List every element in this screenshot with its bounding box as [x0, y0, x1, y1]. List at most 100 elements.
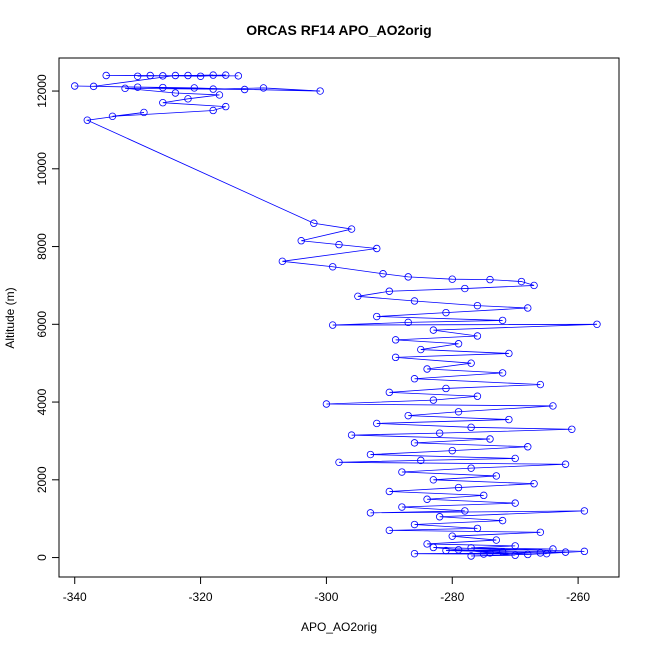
data-point: [467, 544, 475, 552]
data-point: [398, 468, 406, 476]
data-point: [140, 108, 148, 117]
plot-area: [71, 71, 601, 560]
data-point: [335, 458, 343, 467]
data-point: [398, 503, 406, 511]
data-point: [391, 353, 400, 362]
x-tick-label: -340: [63, 590, 87, 604]
data-point: [310, 219, 318, 227]
data-point: [498, 548, 507, 556]
x-tick-label: -300: [314, 590, 338, 604]
y-tick-label: 6000: [35, 311, 49, 338]
data-point: [454, 408, 463, 416]
data-point: [505, 415, 513, 424]
data-point: [316, 87, 324, 95]
data-point: [530, 480, 538, 488]
x-tick-label: -320: [189, 590, 213, 604]
data-point: [473, 301, 482, 310]
data-point: [190, 84, 198, 92]
data-point: [222, 102, 230, 111]
data-point: [467, 552, 475, 560]
y-tick-label: 4000: [35, 388, 49, 415]
data-point: [410, 520, 419, 529]
x-tick-label: -280: [440, 590, 464, 604]
y-axis-label: Altitude (m): [3, 287, 17, 348]
data-point: [435, 513, 444, 521]
x-axis: -340 -320 -300 -280 -260: [63, 576, 590, 604]
data-point: [454, 483, 463, 492]
data-point: [486, 435, 494, 443]
data-point: [259, 84, 268, 92]
data-point: [448, 532, 456, 540]
data-point: [102, 71, 110, 80]
data-point: [442, 384, 450, 393]
data-point: [442, 546, 450, 555]
x-axis-label: APO_AO2orig: [301, 620, 377, 634]
data-point: [404, 411, 412, 420]
data-point: [429, 543, 438, 552]
y-tick-label: 0: [35, 554, 49, 561]
data-point: [366, 450, 375, 459]
data-point: [486, 549, 494, 557]
data-point: [593, 320, 601, 328]
data-point: [209, 71, 217, 79]
data-point: [329, 263, 337, 271]
data-point: [498, 369, 507, 377]
data-point: [511, 542, 519, 550]
data-point: [423, 495, 431, 503]
data-point: [467, 464, 475, 472]
data-point: [467, 359, 475, 367]
data-point: [473, 332, 482, 340]
data-point: [184, 95, 192, 103]
data-point: [473, 524, 482, 533]
y-tick-label: 8000: [35, 233, 49, 260]
data-point: [410, 549, 419, 558]
data-point: [429, 326, 438, 334]
data-point: [297, 237, 305, 245]
data-point: [461, 507, 469, 515]
data-point: [454, 340, 463, 348]
data-point: [429, 476, 438, 484]
data-point: [159, 72, 167, 80]
y-tick-label: 10000: [35, 152, 49, 186]
data-point: [511, 551, 519, 559]
data-point: [121, 84, 129, 93]
data-point: [89, 82, 98, 91]
data-point: [530, 281, 538, 290]
y-axis: 0 2000 4000 6000 8000 10000 12000: [35, 74, 60, 561]
data-point: [536, 528, 545, 536]
data-point: [536, 380, 545, 389]
data-point: [467, 423, 475, 432]
series-line: [74, 74, 597, 557]
data-point: [568, 425, 576, 433]
data-point: [171, 71, 180, 80]
data-point: [498, 516, 507, 525]
x-tick-label: -260: [566, 590, 590, 604]
data-point: [448, 446, 456, 455]
data-point: [486, 275, 494, 284]
data-point: [240, 85, 249, 94]
data-point: [423, 365, 431, 373]
data-point: [448, 275, 456, 283]
data-point: [366, 509, 375, 517]
data-point: [234, 72, 243, 80]
data-point: [442, 308, 450, 317]
data-point: [417, 456, 425, 465]
data-point: [209, 106, 217, 115]
data-point: [222, 71, 230, 79]
data-point: [83, 116, 92, 124]
data-point: [385, 287, 394, 295]
data-point: [215, 91, 224, 99]
data-point: [511, 454, 519, 463]
data-point: [385, 487, 394, 496]
data-point: [410, 297, 419, 305]
data-point: [410, 439, 419, 447]
data-point: [404, 273, 412, 281]
data-point: [498, 316, 507, 325]
data-point: [335, 240, 343, 249]
data-point: [133, 83, 142, 91]
y-tick-label: 2000: [35, 466, 49, 493]
data-point: [480, 491, 488, 500]
data-point: [146, 71, 154, 80]
data-point: [159, 99, 167, 107]
